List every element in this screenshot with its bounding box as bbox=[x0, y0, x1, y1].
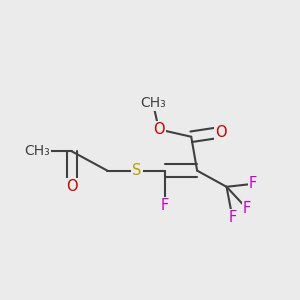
Text: O: O bbox=[215, 125, 226, 140]
Text: F: F bbox=[243, 201, 251, 216]
Text: O: O bbox=[153, 122, 165, 137]
Text: CH₃: CH₃ bbox=[140, 96, 166, 110]
Text: F: F bbox=[160, 198, 169, 213]
Text: S: S bbox=[132, 163, 141, 178]
Text: F: F bbox=[249, 176, 257, 191]
Text: CH₃: CH₃ bbox=[24, 145, 50, 158]
Text: F: F bbox=[228, 210, 237, 225]
Text: O: O bbox=[66, 179, 78, 194]
